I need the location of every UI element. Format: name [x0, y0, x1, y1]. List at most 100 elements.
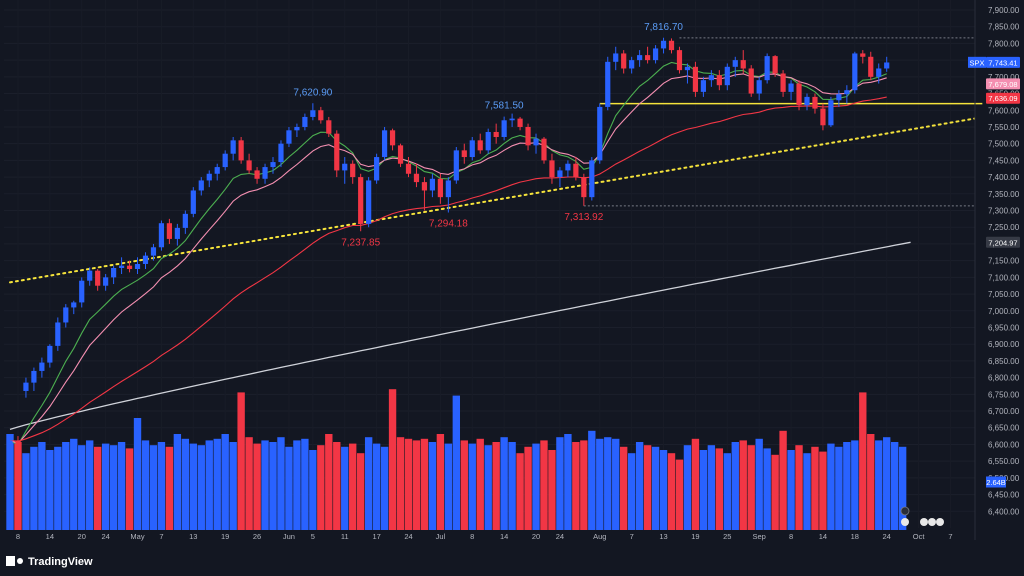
x-tick-label: Aug	[593, 532, 606, 541]
volume-bar	[898, 446, 907, 530]
candle-body	[605, 61, 611, 107]
volume-bar	[747, 445, 755, 530]
event-markers[interactable]	[900, 506, 944, 526]
earnings-event-icon[interactable]	[900, 506, 910, 516]
x-tick-label: 5	[311, 532, 315, 541]
volume-bar	[205, 440, 213, 530]
candle-body	[206, 173, 212, 181]
candle-body	[637, 55, 643, 61]
candle-body	[461, 150, 467, 158]
symbol-label: SPX	[969, 58, 984, 67]
candle-body	[525, 126, 531, 146]
volume-bar	[659, 450, 668, 530]
volume-bar	[277, 437, 285, 530]
volume-bar	[70, 438, 78, 530]
candle-body	[302, 116, 308, 127]
candle-body	[477, 140, 483, 151]
candle-body	[103, 277, 109, 286]
price-annotation-low: 7,294.18	[429, 218, 468, 229]
volume-bar	[651, 446, 660, 530]
volume-bar	[604, 437, 612, 530]
candle-body	[405, 163, 412, 174]
candle-body	[334, 133, 340, 171]
price-annotations: 7,620.90 7,237.85 7,294.18 7,581.50 7,313.92…	[293, 22, 683, 248]
volume-bar	[125, 448, 134, 530]
x-tick-label: Jul	[436, 532, 446, 541]
candle-body	[47, 345, 53, 363]
volume-bar	[460, 440, 468, 530]
volume-bar	[101, 443, 110, 530]
volume-bar	[317, 445, 325, 530]
candle-body	[63, 307, 69, 323]
tradingview-branding[interactable]: TradingView	[6, 556, 93, 568]
volume-bar	[452, 395, 461, 530]
volume-bar	[173, 434, 182, 530]
volume-bar	[356, 453, 365, 530]
candle-body	[581, 177, 587, 198]
y-tick-label: 7,100.00	[988, 273, 1020, 282]
us-flag-event-icon[interactable]	[901, 518, 909, 526]
x-tick-label: 20	[78, 532, 86, 541]
candle-body	[668, 40, 675, 51]
candle-body	[150, 247, 157, 256]
candle-body	[15, 440, 21, 462]
volume-bar	[245, 437, 253, 530]
time-axis[interactable]: 8 14 20 24 May 7 13 19 26 Jun 5 11 17 24 Jul 8 14 20 24 Aug…	[16, 532, 953, 541]
x-tick-label: 18	[851, 532, 859, 541]
y-tick-label: 7,550.00	[988, 123, 1020, 132]
candle-body	[660, 40, 667, 49]
us-flag-event-icon[interactable]	[928, 518, 936, 526]
x-tick-label: 24	[556, 532, 564, 541]
y-tick-label: 7,050.00	[988, 290, 1020, 299]
y-tick-label: 6,600.00	[988, 440, 1020, 449]
candle-body	[294, 126, 300, 131]
candle-body	[118, 265, 125, 268]
volume-bar	[691, 438, 700, 530]
candle-body	[429, 178, 436, 191]
candle-body	[788, 83, 794, 92]
candle-body	[342, 163, 348, 171]
candle-body	[876, 68, 882, 77]
candle-body	[246, 160, 252, 171]
price-badge	[986, 56, 1020, 68]
volume-bar	[596, 438, 604, 530]
volume-bar	[141, 440, 150, 530]
volume-bar	[819, 451, 827, 530]
volume-bar	[612, 438, 620, 530]
price-annotation-high: 7,620.90	[293, 87, 332, 98]
volume-bar	[62, 442, 70, 530]
candle-body	[676, 50, 683, 71]
x-tick-label: 19	[221, 532, 229, 541]
volume-badge-label: 2.64B	[986, 478, 1006, 487]
candle-body	[820, 108, 826, 126]
us-flag-event-icon[interactable]	[936, 518, 944, 526]
volume-bar	[723, 453, 731, 530]
candle-body	[565, 163, 571, 171]
candle-body	[358, 177, 364, 224]
volume-bar	[779, 430, 787, 530]
us-flag-event-icon[interactable]	[920, 518, 928, 526]
price-badge-label: 7,204.97	[988, 238, 1017, 247]
volume-bar	[699, 450, 708, 530]
volume-bar	[269, 442, 277, 530]
ma-pink-line	[9, 73, 887, 445]
candle-body	[413, 173, 420, 183]
candle-body	[262, 167, 268, 179]
volume-bar	[787, 450, 795, 530]
x-tick-label: 24	[883, 532, 891, 541]
volume-bar	[78, 445, 86, 530]
x-tick-label: 19	[691, 532, 699, 541]
candle-body	[629, 60, 635, 69]
long-moving-average	[9, 241, 911, 431]
uptrend-line	[9, 117, 976, 284]
x-tick-label: 25	[723, 532, 731, 541]
x-tick-label: 24	[404, 532, 412, 541]
candle-body	[692, 66, 699, 92]
x-tick-label: 7	[630, 532, 634, 541]
volume-bar	[675, 459, 684, 530]
trendlines	[9, 37, 983, 284]
y-tick-label: 7,900.00	[988, 6, 1020, 15]
y-tick-label: 6,700.00	[988, 407, 1020, 416]
candle-body	[445, 180, 451, 198]
